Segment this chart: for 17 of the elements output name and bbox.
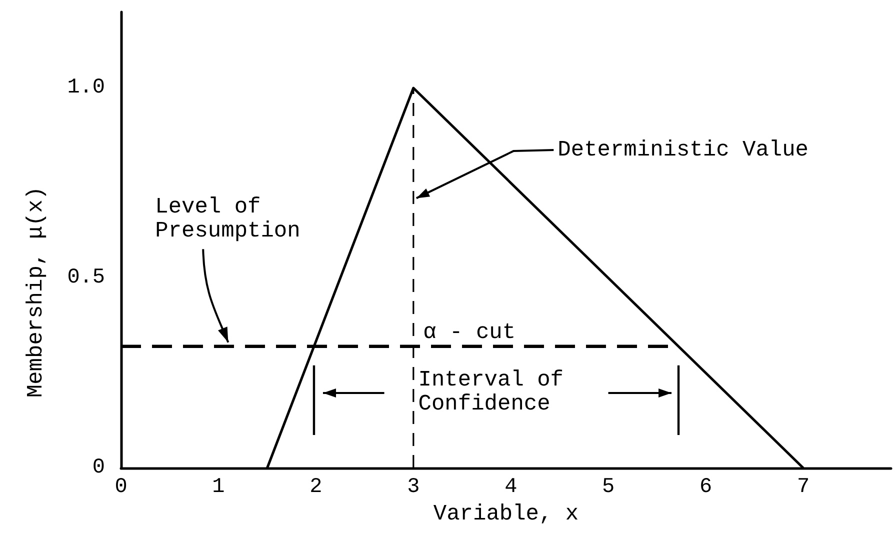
x-tick-label: 3 xyxy=(407,476,420,499)
y-tick-label: 1.0 xyxy=(67,76,105,100)
y-axis-title: Membership, μ(x) xyxy=(24,186,48,398)
annotation: Deterministic Value xyxy=(558,137,808,162)
x-tick-label: 4 xyxy=(504,476,518,499)
x-tick-label: 2 xyxy=(310,476,322,499)
annotation: α - cut xyxy=(423,320,516,345)
x-tick-label: 0 xyxy=(114,476,128,499)
annotation: Interval of Confidence xyxy=(418,368,564,416)
x-tick-label: 6 xyxy=(700,476,712,499)
x-tick-label: 7 xyxy=(796,476,810,499)
annotation: Level of Presumption xyxy=(155,194,300,244)
x-tick-label: 5 xyxy=(602,476,615,499)
x-tick-label: 1 xyxy=(212,476,225,499)
x-axis-title: Variable, x xyxy=(433,501,579,526)
y-tick-label: 0.5 xyxy=(67,266,105,290)
y-tick-label: 0 xyxy=(92,456,105,480)
